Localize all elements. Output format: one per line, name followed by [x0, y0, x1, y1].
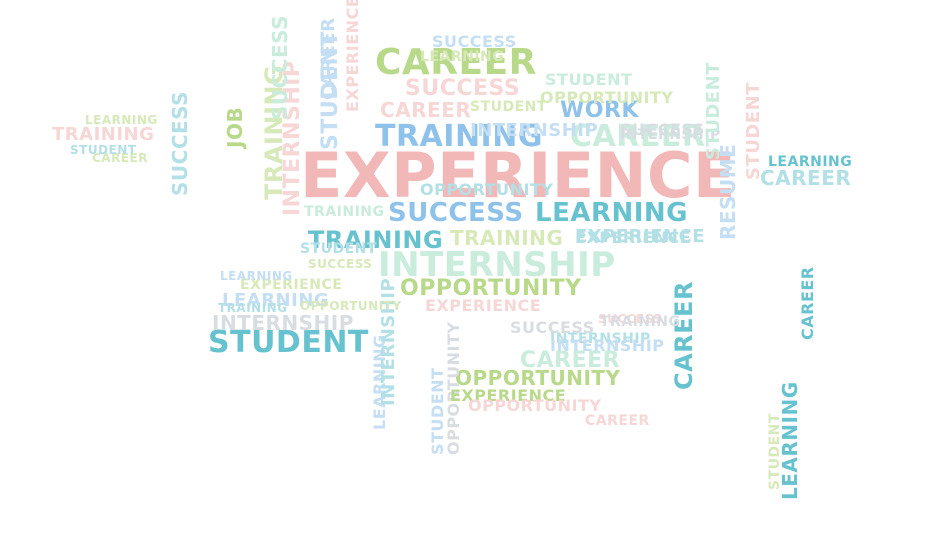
cloud-word-success: SUCCESS [598, 312, 663, 326]
cloud-word-experience: EXPERIENCE [575, 228, 692, 247]
cloud-word-internship: INTERNSHIP [550, 336, 665, 355]
cloud-word-career: CAREER [92, 151, 148, 165]
cloud-word-student: STUDENT [300, 241, 377, 257]
cloud-word-student: STUDENT [208, 325, 369, 360]
cloud-word-training: TRAINING [308, 226, 444, 254]
cloud-word-learning: LEARNING [420, 49, 505, 65]
cloud-word-internship: INTERNSHIP [620, 127, 721, 143]
cloud-word-success: SUCCESS [308, 257, 373, 271]
cloud-word-work: WORK [560, 98, 639, 123]
cloud-word-opportunity: OPPORTUNITY [455, 366, 621, 390]
cloud-word-internship: INTERNSHIP [378, 245, 616, 285]
cloud-word-success: SUCCESS [268, 14, 292, 120]
cloud-word-opportunity: OPPORTUNITY [300, 299, 402, 313]
cloud-word-career: CAREER [670, 281, 698, 390]
cloud-word-learning: LEARNING [222, 290, 330, 311]
cloud-word-student: STUDENT [545, 70, 633, 89]
cloud-word-learning: LEARNING [220, 269, 293, 283]
cloud-word-career: CAREER [798, 266, 817, 340]
cloud-word-success: SUCCESS [620, 120, 705, 139]
cloud-word-experience: EXPERIENCE [450, 386, 567, 405]
cloud-word-job: JOB [223, 106, 247, 148]
cloud-word-experience: EXPERIENCE [240, 277, 343, 293]
cloud-word-student: STUDENT [428, 367, 447, 455]
cloud-word-career: CAREER [380, 98, 472, 122]
cloud-word-internship: INTERNSHIP [470, 120, 599, 141]
cloud-word-student: STUDENT [703, 62, 724, 160]
cloud-word-internship: INTERNSHIP [550, 331, 651, 347]
cloud-word-success: SUCCESS [388, 198, 524, 228]
cloud-word-experience: EXPERIENCE [300, 139, 736, 212]
cloud-word-training: TRAINING [375, 119, 543, 154]
cloud-word-success: SUCCESS [168, 90, 192, 196]
cloud-word-success: SUCCESS [405, 76, 521, 101]
cloud-word-career: CAREER [570, 119, 706, 154]
cloud-word-student: STUDENT [743, 82, 764, 180]
cloud-word-opportunity: OPPORTUNITY [420, 180, 554, 199]
cloud-word-student: STUDENT [470, 99, 547, 115]
cloud-word-student: STUDENT [70, 143, 137, 157]
cloud-word-opportunity: OPPORTUNITY [540, 88, 674, 107]
cloud-word-success: SUCCESS [432, 32, 517, 51]
cloud-word-internship: INTERNSHIP [212, 311, 354, 335]
cloud-word-success: SUCCESS [510, 318, 595, 337]
cloud-word-training: TRAINING [450, 226, 564, 250]
cloud-word-training: TRAINING [52, 124, 155, 145]
cloud-word-learning: LEARNING [535, 198, 689, 228]
cloud-word-learning: LEARNING [85, 113, 158, 127]
cloud-word-training: TRAINING [600, 314, 681, 330]
cloud-word-learning: LEARNING [768, 154, 853, 170]
cloud-word-career: CAREER [760, 166, 852, 190]
cloud-word-internship: INTERNSHIP [378, 277, 399, 406]
cloud-word-training: TRAINING [304, 204, 385, 220]
cloud-word-experience: EXPERIENCE [343, 0, 362, 112]
cloud-word-learning: LEARNING [778, 381, 802, 500]
cloud-word-career: CAREER [585, 413, 650, 429]
cloud-word-opportunity: OPPORTUNITY [468, 396, 602, 415]
cloud-word-career: CAREER [318, 17, 339, 100]
cloud-word-experience: EXPERIENCE [575, 226, 706, 247]
cloud-word-training: TRAINING [218, 301, 288, 315]
cloud-word-career: CAREER [375, 42, 537, 83]
cloud-word-opportunity: OPPORTUNITY [400, 276, 582, 301]
cloud-word-experience: EXPERIENCE [425, 296, 542, 315]
cloud-word-career: CAREER [520, 348, 621, 373]
